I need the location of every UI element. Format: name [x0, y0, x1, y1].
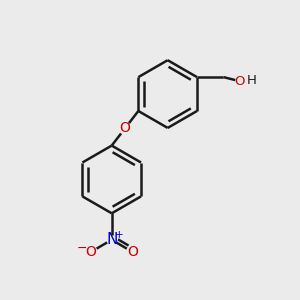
- Text: O: O: [234, 75, 245, 88]
- Text: N: N: [106, 232, 117, 247]
- Text: O: O: [85, 245, 96, 260]
- Text: −: −: [77, 242, 87, 255]
- Text: O: O: [128, 245, 138, 260]
- Text: O: O: [120, 121, 130, 135]
- Text: +: +: [115, 230, 123, 239]
- Text: H: H: [247, 74, 257, 87]
